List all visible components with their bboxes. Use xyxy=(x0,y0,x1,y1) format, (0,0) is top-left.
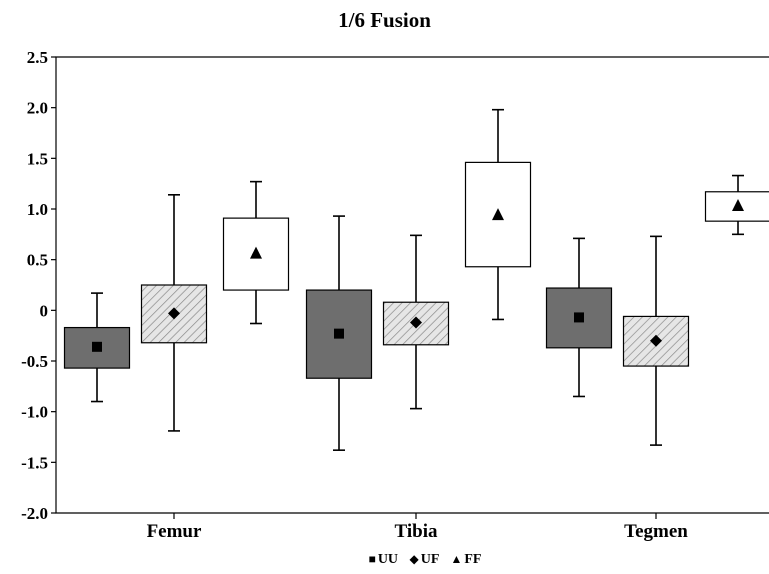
y-tick-label: -0.5 xyxy=(21,352,48,371)
square-marker-icon: ■ xyxy=(368,552,376,566)
diamond-marker-icon: ◆ xyxy=(409,552,419,566)
legend-item-uf: ◆ UF xyxy=(410,552,443,567)
box-uf-femur xyxy=(140,194,208,432)
x-tick-label: Tibia xyxy=(395,521,438,542)
box-ff-femur xyxy=(222,180,290,325)
y-tick-label: 0.5 xyxy=(27,251,48,270)
x-tick-label: Tegmen xyxy=(624,521,688,542)
box-uu-tegmen xyxy=(545,237,613,398)
legend-label-uu: UU xyxy=(377,552,399,567)
diamond-marker xyxy=(410,316,422,329)
plot-frame xyxy=(55,56,769,514)
x-tick-label: Femur xyxy=(147,521,202,542)
square-marker xyxy=(334,328,344,339)
box-ff-tegmen xyxy=(704,174,769,236)
y-tick-label: 1.5 xyxy=(27,149,48,168)
chart-legend: ■ UU ◆ UF ▲ FF xyxy=(0,552,769,568)
y-tick-label: -1.5 xyxy=(21,453,48,472)
y-tick-label: 1.0 xyxy=(27,200,48,219)
legend-item-uu: ■ UU xyxy=(369,552,402,567)
box-ff-tibia xyxy=(464,108,532,321)
triangle-marker-icon: ▲ xyxy=(450,552,463,566)
box-body xyxy=(140,284,208,344)
box-uu-tibia xyxy=(305,215,373,451)
y-tick-label: 2.5 xyxy=(27,48,48,67)
triangle-marker xyxy=(732,198,744,211)
legend-label-ff: FF xyxy=(464,552,482,567)
diamond-marker xyxy=(168,307,180,320)
y-tick-label: 2.0 xyxy=(27,99,48,118)
diamond-marker xyxy=(650,334,662,347)
legend-item-ff: ▲ FF xyxy=(450,552,481,567)
y-tick-label: 0 xyxy=(40,301,49,320)
triangle-marker xyxy=(250,246,262,259)
box-uu-femur xyxy=(63,292,131,403)
chart-title: 1/6 Fusion xyxy=(338,8,431,32)
square-marker xyxy=(92,341,102,352)
box-uf-tibia xyxy=(382,234,450,410)
legend-label-uf: UF xyxy=(420,552,439,567)
square-marker xyxy=(574,312,584,323)
y-tick-label: -1.0 xyxy=(21,403,48,422)
box-uf-tegmen xyxy=(622,235,690,446)
y-tick-label: -2.0 xyxy=(21,504,48,523)
triangle-marker xyxy=(492,208,504,221)
